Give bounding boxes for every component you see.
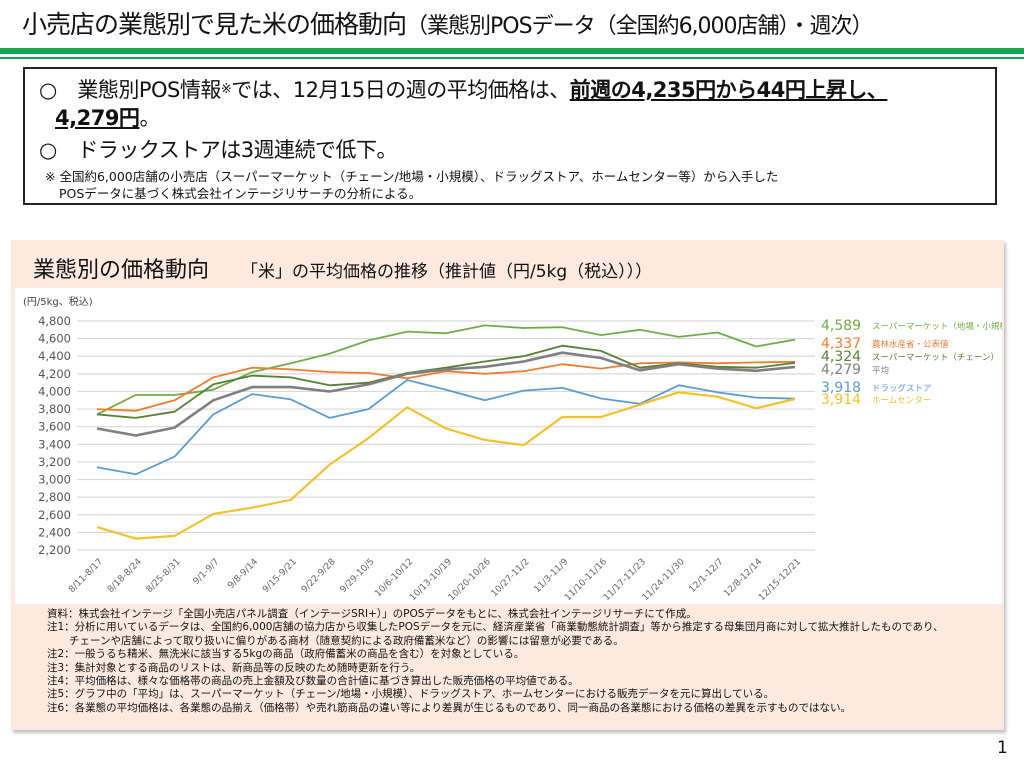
summary-highlight-change: 前週の4,235円から44円上昇し、: [569, 78, 888, 102]
y-tick-label: 3,400: [38, 437, 71, 451]
summary-note-1: ※ 全国約6,000店舗の小売店（スーパーマーケット（チェーン/地場・小規模）、…: [45, 169, 779, 184]
x-tick-label: 10/6-10/12: [373, 557, 415, 599]
summary-line-3: ○ ドラックストアは3週連続で低下。: [39, 138, 398, 162]
series-line: [96, 324, 796, 416]
x-tick-label: 9/1-9/7: [192, 557, 222, 587]
legend-label: ホームセンター: [872, 396, 931, 406]
note-1: 注1：分析に用いているデータは、全国約6,000店舗の協力店から収集したPOSデ…: [47, 621, 944, 634]
legend-label: ドラッグストア: [872, 383, 932, 394]
note-3: 注3：集計対象とする商品のリストは、新商品等の反映のため随時更新を行う。: [47, 661, 421, 674]
header-rule-thin: [0, 57, 1024, 59]
summary-highlight-price: 4,279円: [55, 106, 140, 130]
end-value-label: 3,918: [821, 380, 861, 396]
end-value-label: 4,279: [821, 362, 861, 378]
price-trend-chart: (円/5kg、税込) 2,200 2,400 2,600 2,800 3,000 3,20…: [23, 295, 1002, 603]
x-tick-label: 9/29-10/5: [339, 557, 377, 595]
notes-section: 資料：株式会社インテージ「全国小売店パネル調査（インテージSRI+）」のPOSデ…: [47, 608, 944, 715]
legend-label: 農林水産省・公表値: [872, 339, 949, 350]
y-tick-label: 2,200: [38, 543, 71, 557]
legend-label: 平均: [872, 365, 889, 376]
y-tick-label: 4,400: [38, 349, 71, 363]
end-value-label: 4,589: [821, 318, 861, 334]
note-2: 注2：一般うるち精米、無洗米に該当する5kgの商品（政府備蓄米の商品を含む）を対…: [47, 648, 525, 661]
x-tick-label: 8/18-8/24: [106, 557, 144, 595]
note-6: 注6：各業態の平均価格は、各業態の品揃え（価格帯）や売れ筋商品の違い等により差異…: [47, 701, 851, 714]
note-5: 注5：グラフ中の「平均」は、スーパーマーケット（チェーン/地場・小規模）、ドラッ…: [47, 688, 775, 701]
y-tick-label: 4,600: [38, 332, 71, 346]
summary-line-1: ○ 業態別POS情報※では、12月15日の週の平均価格は、前週の4,235円から…: [39, 77, 888, 103]
y-tick-label: 4,200: [38, 367, 71, 381]
summary-box: ○ 業態別POS情報※では、12月15日の週の平均価格は、前週の4,235円から…: [23, 67, 997, 205]
y-tick-label: 4,800: [38, 314, 71, 328]
y-tick-label: 3,000: [38, 473, 71, 487]
series-line: [96, 351, 796, 437]
legend-label: スーパーマーケット（地場・小規模）: [872, 321, 1002, 332]
page-title-main: 小売店の業態別で見た米の価格動向: [22, 10, 407, 39]
summary-line-2: 4,279円。: [55, 105, 160, 131]
y-tick-label: 3,200: [38, 455, 71, 469]
y-tick-label: 4,000: [38, 384, 71, 398]
y-tick-label: 2,800: [38, 490, 71, 504]
legend-label: スーパーマーケット（チェーン）: [872, 352, 999, 363]
summary-note-2: POSデータに基づく株式会社インテージリサーチの分析による。: [59, 186, 422, 201]
x-tick-label: 9/22-9/28: [300, 557, 338, 595]
note-source: 資料：株式会社インテージ「全国小売店パネル調査（インテージSRI+）」のPOSデ…: [47, 608, 697, 620]
y-tick-label: 3,800: [38, 402, 71, 416]
x-tick-label: 12/1-12/7: [688, 557, 726, 595]
chart-panel: 業態別の価格動向 「米」の平均価格の推移（推計値（円/5kg（税込））） (円/…: [11, 240, 1004, 730]
series-line: [96, 391, 796, 540]
y-tick-label: 2,400: [38, 525, 71, 539]
chart-area: (円/5kg、税込) 2,200 2,400 2,600 2,800 3,000 3,20…: [15, 288, 1002, 604]
panel-title: 業態別の価格動向: [33, 258, 210, 283]
x-tick-label: 11/3-11/9: [533, 557, 571, 595]
page-number: 1: [997, 738, 1008, 758]
x-tick-label: 9/8-9/14: [226, 557, 260, 591]
summary-line-1-text: では、12月15日の週の平均価格は、: [231, 78, 570, 102]
footnote-mark: ※: [220, 82, 232, 97]
x-tick-label: 10/27-11/2: [490, 557, 532, 599]
y-axis-label: (円/5kg、税込): [23, 295, 93, 308]
x-tick-label: 8/11-8/17: [67, 557, 105, 595]
x-tick-label: 12/8-12/14: [722, 557, 764, 599]
summary-line-2-suffix: 。: [139, 106, 160, 130]
note-1-cont: チェーンや店舗によって取り扱いに偏りがある商材（随意契約による政府備蓄米など）の…: [69, 634, 624, 647]
end-value-label: 3,914: [821, 392, 861, 408]
page-title: 小売店の業態別で見た米の価格動向（業態別POSデータ（全国約6,000店舗）・週…: [22, 8, 874, 44]
x-tick-label: 9/15-9/21: [261, 557, 299, 595]
end-value-label: 4,324: [821, 349, 861, 365]
y-tick-label: 2,600: [38, 508, 71, 522]
x-tick-label: 8/25-8/31: [145, 557, 183, 595]
page-title-sub: （業態別POSデータ（全国約6,000店舗）・週次）: [406, 14, 874, 39]
end-value-label: 4,337: [821, 336, 861, 352]
header-rule-thick: [0, 48, 1024, 54]
y-tick-label: 3,600: [38, 420, 71, 434]
note-4: 注4：平均価格は、様々な価格帯の商品の売上金額及び数量の合計値に基づき算出した販…: [47, 675, 579, 688]
panel-subtitle: 「米」の平均価格の推移（推計値（円/5kg（税込）））: [241, 262, 653, 282]
summary-line-1-prefix: ○ 業態別POS情報: [39, 78, 221, 102]
